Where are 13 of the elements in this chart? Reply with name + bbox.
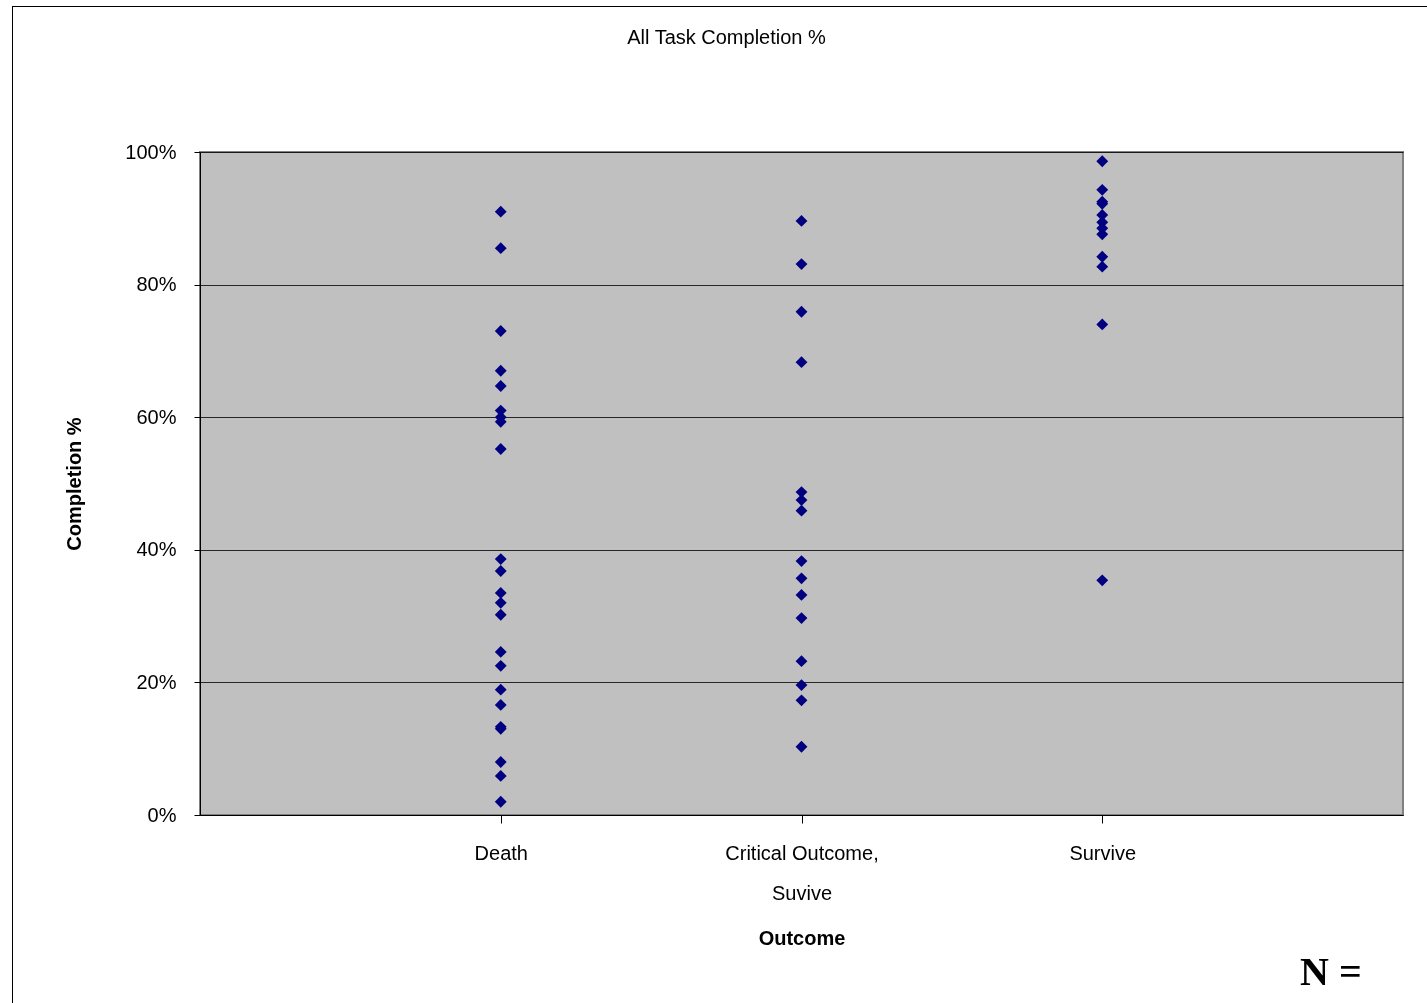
x-tick-label: Death	[474, 841, 528, 864]
text: N =	[1300, 948, 1362, 995]
x-tick-label: Critical Outcome, Suvive	[725, 841, 879, 904]
y-tick-label: 40%	[136, 538, 177, 561]
y-tick-label: 100%	[125, 140, 177, 163]
y-tick-label: 20%	[136, 670, 177, 693]
chart-title: All Task Completion %	[627, 26, 827, 48]
y-axis-title: Completion %	[63, 417, 86, 551]
y-tick-label: 80%	[136, 273, 177, 296]
x-tick-label: Survive	[1069, 841, 1137, 864]
y-tick-label: 0%	[147, 803, 177, 826]
y-tick-label: 60%	[136, 405, 177, 428]
x-axis-title: Outcome	[758, 926, 846, 949]
